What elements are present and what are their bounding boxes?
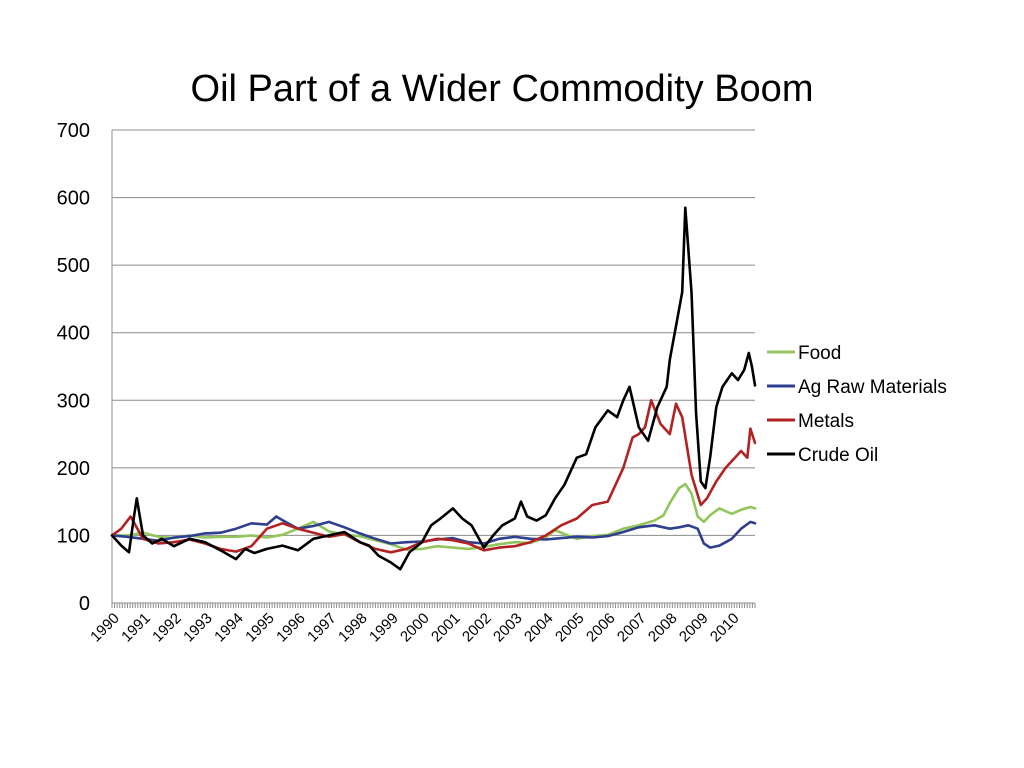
x-tick-label: 2001 [428, 610, 464, 646]
legend-label: Metals [798, 411, 854, 432]
series-line-metals [110, 399, 757, 554]
x-tick-label: 2002 [459, 610, 495, 646]
x-tick-label: 1991 [118, 610, 154, 646]
x-axis: 1990199119921993199419951996199719981999… [87, 130, 756, 646]
x-tick-label: 1998 [335, 610, 371, 646]
x-tick-label: 1995 [242, 610, 278, 646]
legend-label: Ag Raw Materials [798, 377, 947, 398]
y-tick-label: 600 [57, 188, 90, 210]
legend-label: Food [798, 343, 841, 364]
y-tick-label: 300 [57, 390, 90, 412]
legend: Food Ag Raw Materials Metals Crude Oil [767, 343, 947, 466]
x-tick-label: 2005 [552, 610, 588, 646]
x-tick-label: 2009 [676, 610, 712, 646]
legend-label: Crude Oil [798, 445, 878, 466]
x-tick-label: 2004 [521, 610, 557, 646]
y-tick-label: 700 [57, 120, 90, 142]
x-tick-label: 2000 [397, 610, 433, 646]
grid-lines [112, 129, 755, 536]
y-tick-label: 0 [79, 593, 90, 615]
x-tick-marks [111, 603, 756, 608]
x-tick-label: 1993 [180, 610, 216, 646]
x-tick-label: 2006 [583, 610, 619, 646]
y-tick-label: 100 [57, 525, 90, 547]
x-tick-label: 2008 [645, 610, 681, 646]
y-axis-ticks: 0 100 200 300 400 500 600 700 [57, 120, 90, 615]
x-tick-label: 1990 [87, 610, 123, 646]
x-tick-label: 1996 [273, 610, 309, 646]
chart-title: Oil Part of a Wider Commodity Boom [190, 68, 814, 110]
x-tick-label: 2007 [614, 610, 650, 646]
x-tick-label: 2010 [707, 610, 743, 646]
y-tick-label: 500 [57, 255, 90, 277]
x-tick-label: 1992 [149, 610, 185, 646]
x-tick-label: 1999 [366, 610, 402, 646]
x-tick-label: 1994 [211, 610, 247, 646]
series-line-crude-oil [110, 206, 757, 571]
y-tick-label: 400 [57, 323, 90, 345]
series-line-food [110, 482, 757, 551]
x-tick-label: 1997 [304, 610, 340, 646]
series-line-ag-raw-materials [110, 515, 757, 549]
series-lines [110, 206, 757, 571]
x-tick-label: 2003 [490, 610, 526, 646]
y-tick-label: 200 [57, 458, 90, 480]
